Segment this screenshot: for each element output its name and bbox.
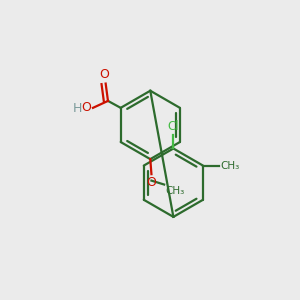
Text: O: O xyxy=(81,101,91,114)
Text: O: O xyxy=(100,68,110,81)
Text: H: H xyxy=(73,103,83,116)
Text: Cl: Cl xyxy=(168,121,179,134)
Text: O: O xyxy=(146,176,156,189)
Text: CH₃: CH₃ xyxy=(220,160,240,171)
Text: CH₃: CH₃ xyxy=(165,186,184,196)
